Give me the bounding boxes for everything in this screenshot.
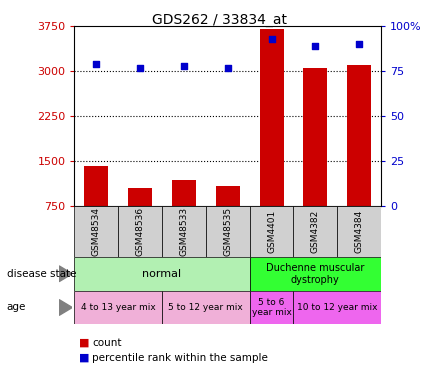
Point [137,64,144,70]
Bar [347,65,371,251]
Bar [250,291,293,324]
Text: disease state: disease state [7,269,76,279]
Bar [259,29,284,251]
Text: GSM48535: GSM48535 [223,207,232,256]
Bar [206,206,250,257]
Point [312,43,319,49]
Text: GSM48536: GSM48536 [136,207,145,256]
Text: GDS262 / 33834_at: GDS262 / 33834_at [152,13,286,27]
Bar [162,291,250,324]
Text: 4 to 13 year mix: 4 to 13 year mix [81,303,155,312]
Text: percentile rank within the sample: percentile rank within the sample [92,353,268,363]
Bar [172,180,196,251]
Text: GSM48534: GSM48534 [92,207,101,256]
Point [356,41,363,47]
Bar [216,186,240,251]
Text: count: count [92,338,121,348]
Bar [74,291,162,324]
Bar [74,257,250,291]
Bar [162,206,206,257]
Text: Duchenne muscular
dystrophy: Duchenne muscular dystrophy [266,263,364,285]
Bar [250,206,293,257]
Bar [74,206,118,257]
Bar [128,188,152,251]
Bar [337,206,381,257]
Text: ■: ■ [79,353,89,363]
Text: 10 to 12 year mix: 10 to 12 year mix [297,303,378,312]
Point [93,61,100,67]
Text: GSM4382: GSM4382 [311,210,320,253]
Text: GSM4384: GSM4384 [355,210,364,253]
Point [268,36,275,42]
Bar [250,257,381,291]
Text: normal: normal [142,269,182,279]
Bar [293,206,337,257]
Polygon shape [59,266,72,282]
Text: 5 to 6
year mix: 5 to 6 year mix [251,298,292,317]
Bar [304,68,328,251]
Text: ■: ■ [79,338,89,348]
Text: age: age [7,303,26,312]
Bar [293,291,381,324]
Point [180,63,187,69]
Text: GSM48533: GSM48533 [180,207,188,256]
Text: GSM4401: GSM4401 [267,210,276,253]
Text: 5 to 12 year mix: 5 to 12 year mix [169,303,243,312]
Point [224,64,231,70]
Bar [118,206,162,257]
Polygon shape [59,300,72,315]
Bar [84,166,109,251]
